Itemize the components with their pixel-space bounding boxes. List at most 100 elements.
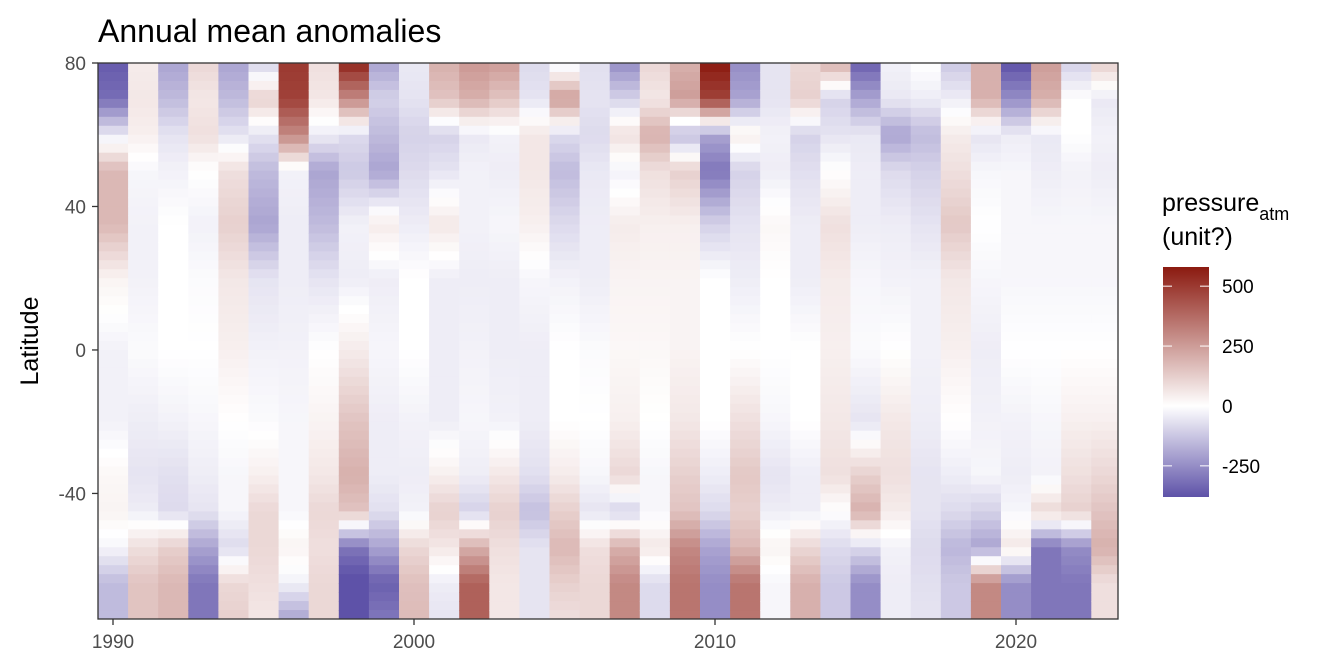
heatmap-cell [218,592,250,602]
heatmap-cell [790,565,821,575]
heatmap-cell [1091,314,1118,324]
heatmap-cell [579,358,611,369]
heatmap-cell [820,484,852,495]
heatmap-cell [218,63,250,73]
heatmap-cell [429,349,460,360]
heatmap-cell [910,601,942,611]
heatmap-cell [639,98,671,109]
heatmap-cell [669,170,701,181]
heatmap-cell [399,511,430,521]
heatmap-cell [98,224,129,234]
heatmap-cell [338,305,370,315]
heatmap-cell [1061,511,1092,521]
heatmap-cell [158,538,189,548]
heatmap-cell [730,260,761,270]
heatmap-cell [549,287,581,297]
heatmap-cell [338,574,370,584]
heatmap-cell [549,63,581,73]
heatmap-cell [188,332,219,342]
heatmap-cell [850,134,882,145]
heatmap-cell [549,107,581,118]
heatmap-cell [248,287,280,297]
heatmap-cell [970,403,1002,414]
heatmap-cell [970,89,1002,100]
heatmap-cell [910,215,942,226]
heatmap-cell [790,520,821,530]
heatmap-cell [308,188,340,199]
heatmap-cell [218,206,250,217]
heatmap-cell [489,592,520,602]
heatmap-cell [790,358,821,369]
heatmap-cell [429,421,460,432]
legend-tick-label: 500 [1222,277,1254,298]
heatmap-cell [278,448,310,459]
heatmap-cell [820,314,852,324]
heatmap-cell [1031,287,1062,297]
heatmap-cell [639,403,671,414]
heatmap-cell [609,125,641,136]
heatmap-cell [278,394,310,405]
heatmap-cell [790,394,821,405]
heatmap-cell [579,152,611,163]
heatmap-cell [218,385,250,396]
heatmap-cell [489,143,520,154]
heatmap-cell [188,556,219,566]
heatmap-cell [98,457,129,468]
heatmap-cell [459,466,490,477]
heatmap-cell [609,520,641,530]
heatmap-cell [850,161,882,172]
heatmap-cell [910,125,942,136]
heatmap-cell [820,197,852,208]
heatmap-cell [579,197,611,208]
heatmap-cell [128,161,159,172]
heatmap-cell [820,332,852,342]
heatmap-cell [1031,63,1062,73]
heatmap-cell [639,206,671,217]
heatmap-cell [308,134,340,145]
heatmap-cell [128,233,159,243]
heatmap-cell [1001,152,1032,163]
heatmap-cell [790,448,821,459]
heatmap-cell [188,107,219,118]
heatmap-cell [278,170,310,181]
heatmap-cell [1091,332,1118,342]
heatmap-cell [910,134,942,145]
heatmap-cell [128,224,159,234]
heatmap-cell [98,134,129,145]
heatmap-cell [639,457,671,468]
heatmap-cell [459,323,490,333]
heatmap-cell [1031,367,1062,378]
heatmap-cell [609,592,641,602]
heatmap-cell [1091,439,1118,450]
heatmap-cell [158,358,189,369]
heatmap-cell [368,323,400,333]
heatmap-cell [1031,260,1062,270]
heatmap-cell [700,349,731,360]
heatmap-cell [850,385,882,396]
heatmap-cell [1091,89,1118,100]
heatmap-cell [128,583,159,593]
heatmap-cell [940,538,972,548]
heatmap-cell [308,305,340,315]
heatmap-cell [730,475,761,486]
heatmap-cell [549,80,581,91]
heatmap-cell [940,466,972,477]
heatmap-cell [820,305,852,315]
heatmap-cell [1031,439,1062,450]
heatmap-cell [549,565,581,575]
heatmap-cell [1031,314,1062,324]
heatmap-cell [820,251,852,261]
heatmap-cell [970,439,1002,450]
heatmap-cell [1091,224,1118,234]
heatmap-cell [308,583,340,593]
heatmap-cell [399,89,430,100]
heatmap-cell [850,448,882,459]
heatmap-cell [790,197,821,208]
heatmap-cell [248,197,280,208]
heatmap-cell [308,502,340,512]
heatmap-cell [1031,484,1062,495]
heatmap-cell [850,305,882,315]
heatmap-cell [368,98,400,109]
heatmap-cell [820,341,852,351]
